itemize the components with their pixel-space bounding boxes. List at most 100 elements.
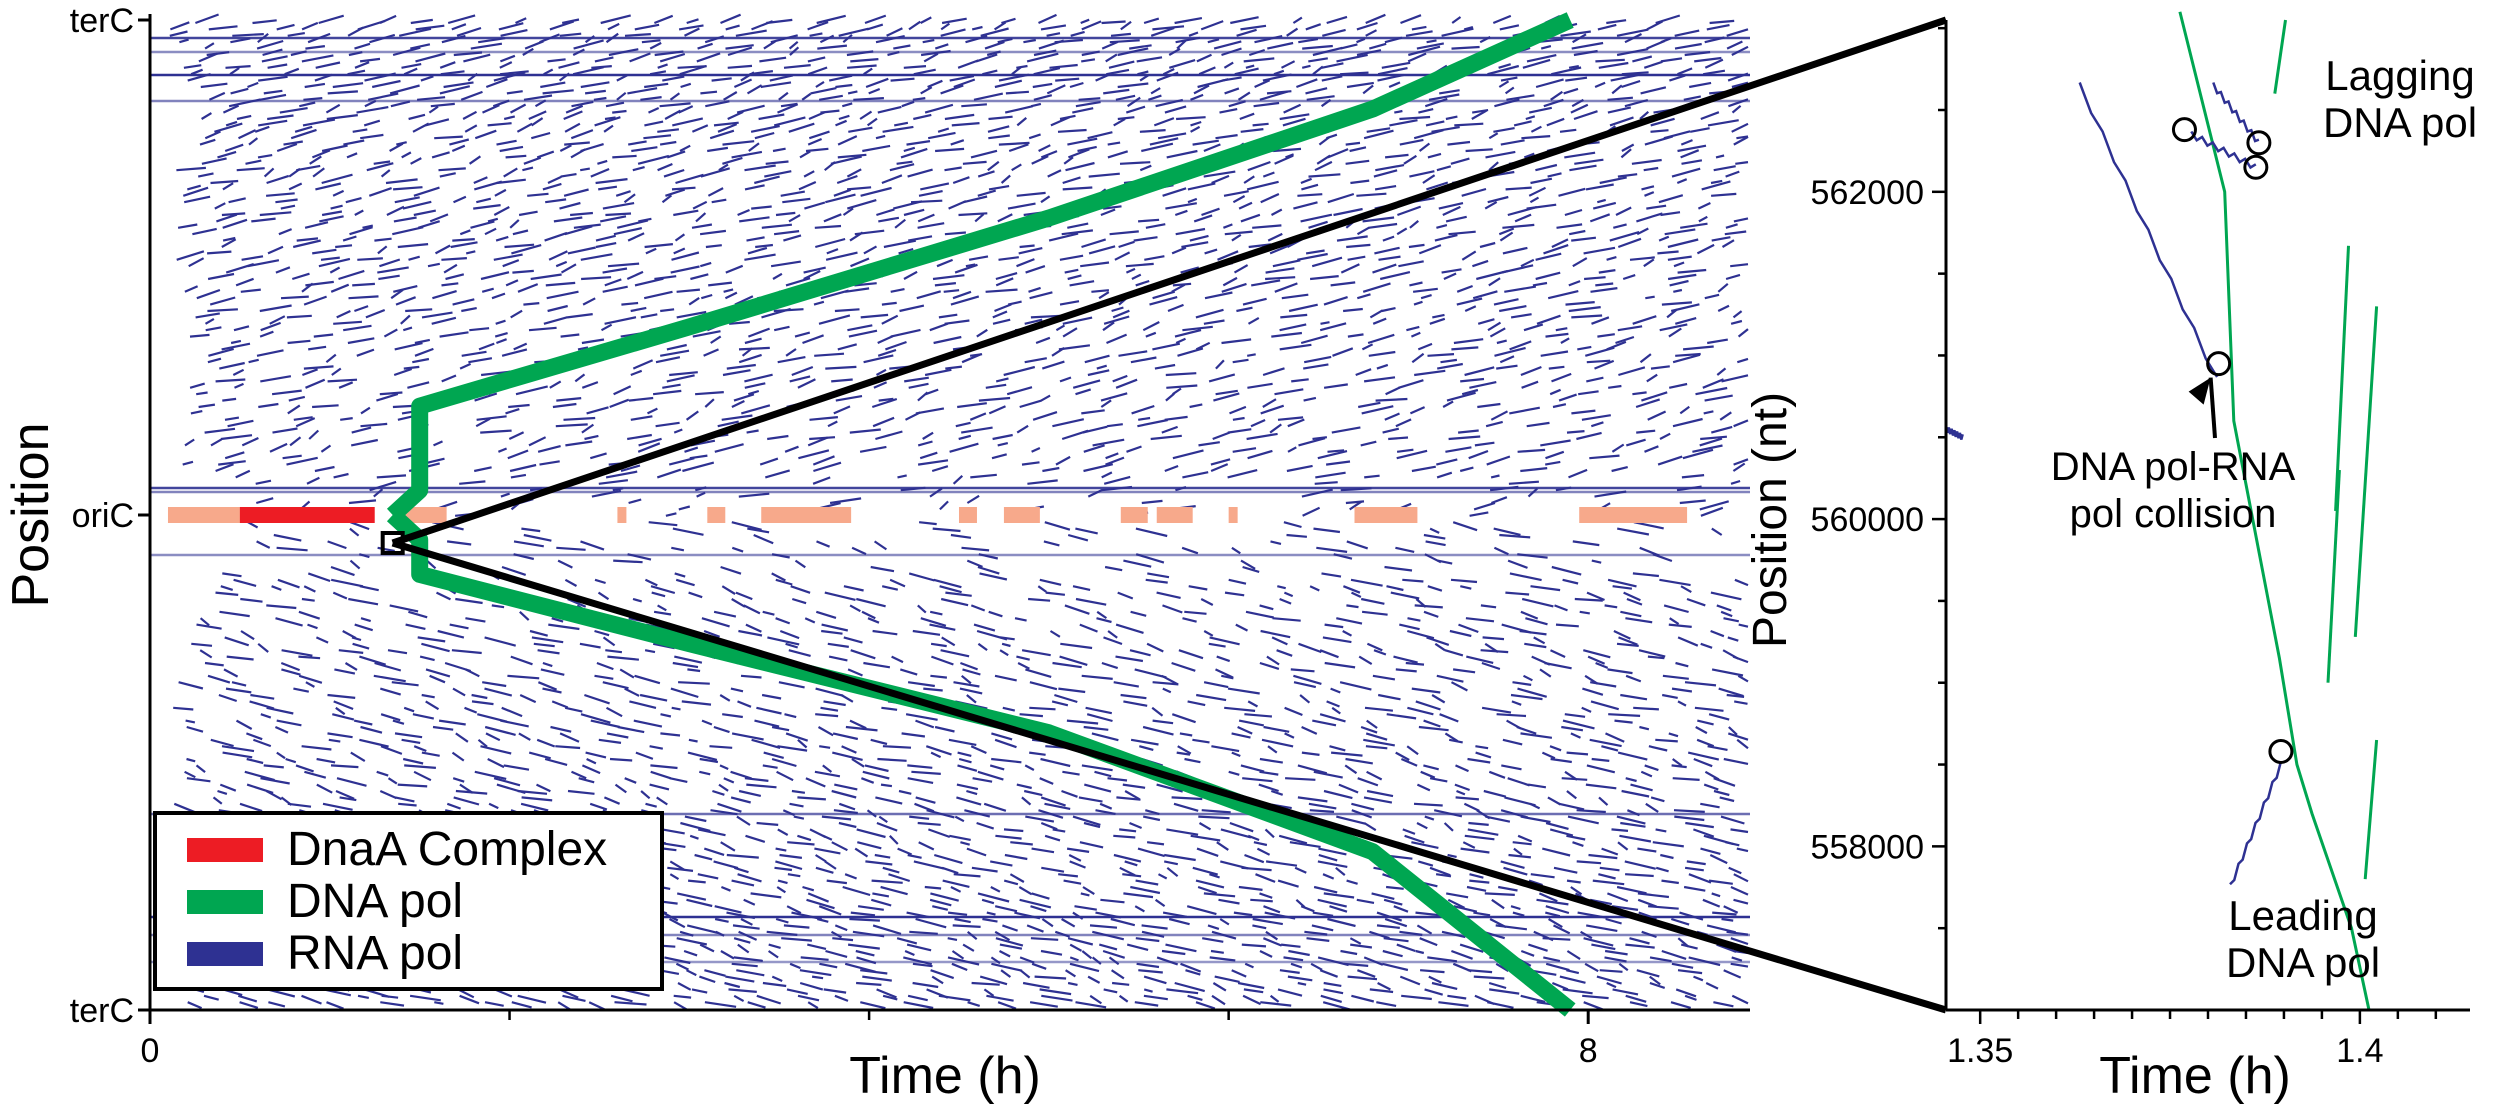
rna-pol-trace (389, 604, 419, 613)
rna-pol-trace (999, 649, 1009, 657)
rna-pol-trace (686, 924, 719, 934)
rna-pol-trace (348, 597, 379, 606)
rna-pol-trace (1490, 410, 1509, 421)
rna-pol-trace (703, 629, 720, 638)
rna-pol-trace (1592, 879, 1625, 886)
rna-pol-trace (919, 451, 938, 460)
rna-pol-trace (917, 213, 935, 223)
rna-pol-trace (215, 378, 246, 383)
rna-pol-trace (1138, 969, 1163, 974)
rna-pol-trace (1620, 610, 1642, 618)
rna-pol-trace (1061, 229, 1094, 236)
rna-pol-trace (2229, 761, 2283, 886)
rna-pol-trace (497, 447, 508, 453)
rna-pol-trace (933, 335, 962, 345)
rna-pol-trace (997, 1001, 1017, 1010)
rna-pol-trace (1681, 159, 1703, 165)
rna-pol-trace (258, 119, 288, 127)
rna-pol-trace (564, 141, 590, 146)
rna-pol-trace (1247, 449, 1273, 460)
rna-pol-trace (1042, 466, 1060, 473)
rna-pol-trace (431, 316, 457, 325)
rna-pol-trace (256, 349, 284, 357)
rna-pol-trace (1399, 975, 1421, 986)
rna-pol-trace (1349, 146, 1367, 153)
rna-pol-trace (1242, 297, 1267, 306)
rna-pol-trace (1362, 216, 1395, 223)
rna-pol-trace (326, 1001, 344, 1010)
rna-pol-trace (1101, 40, 1119, 50)
rna-pol-trace (1517, 448, 1546, 453)
rna-pol-trace (543, 316, 568, 325)
rna-pol-trace (697, 42, 713, 50)
rna-pol-trace (455, 597, 483, 605)
rna-pol-trace (1736, 738, 1749, 750)
rna-pol-trace (666, 150, 686, 159)
rna-pol-trace (1244, 713, 1272, 718)
rna-pol-trace (958, 434, 972, 441)
rna-pol-trace (260, 777, 290, 785)
rna-pol-trace (676, 892, 707, 901)
rna-pol-trace (542, 661, 553, 668)
rna-pol-trace (1251, 279, 1281, 287)
rna-pol-trace (186, 777, 211, 783)
rna-pol-trace (203, 994, 219, 1001)
rna-pol-trace (1217, 250, 1239, 261)
rna-pol-trace (1523, 323, 1544, 332)
rna-pol-trace (1528, 783, 1547, 789)
rna-pol-trace (684, 815, 707, 823)
rna-pol-trace (1355, 368, 1372, 377)
rna-pol-trace (509, 103, 527, 114)
rna-pol-trace (1413, 802, 1443, 807)
rna-pol-trace (850, 911, 876, 917)
rna-pol-trace (777, 356, 806, 364)
rna-pol-trace (1563, 87, 1579, 95)
rna-pol-trace (1124, 790, 1140, 801)
rna-pol-trace (822, 834, 833, 841)
dnaa-complex-segment (239, 507, 375, 523)
rna-pol-trace (1171, 283, 1186, 293)
rna-pol-trace (1087, 975, 1101, 984)
rna-pol-trace (1507, 206, 1537, 217)
rna-pol-trace (1327, 192, 1355, 204)
rna-pol-trace (507, 674, 540, 680)
rna-pol-trace (321, 210, 343, 217)
rna-pol-trace (1293, 681, 1317, 689)
rna-pol-trace (1086, 713, 1113, 723)
rna-pol-trace (280, 661, 300, 672)
rna-pol-trace (373, 160, 391, 165)
rna-pol-trace (1661, 949, 1687, 960)
rna-pol-trace (1545, 911, 1561, 918)
rna-pol-trace (948, 200, 967, 210)
rna-pol-trace (1107, 141, 1121, 146)
rna-pol-trace (1629, 256, 1655, 261)
rna-pol-trace (606, 732, 629, 739)
rna-pol-trace (1099, 802, 1113, 810)
rna-pol-trace (451, 144, 466, 153)
rna-pol-trace (612, 109, 627, 114)
rna-pol-trace (182, 186, 209, 197)
rna-pol-trace (269, 442, 288, 453)
rna-pol-trace (936, 258, 954, 268)
rna-pol-trace (825, 365, 857, 370)
rna-pol-trace (1711, 236, 1731, 242)
rna-pol-trace (736, 104, 765, 114)
rna-pol-trace (1242, 777, 1273, 783)
rna-pol-trace (950, 139, 965, 146)
rna-pol-trace (1087, 369, 1110, 377)
rna-pol-trace (335, 706, 346, 716)
rna-pol-trace (478, 342, 495, 351)
rna-pol-trace (945, 365, 963, 370)
rna-pol-trace (859, 445, 887, 453)
rna-pol-trace (930, 642, 947, 648)
rna-pol-trace (935, 147, 965, 153)
rna-pol-trace (604, 116, 616, 121)
rna-pol-trace (476, 415, 507, 421)
rna-pol-trace (632, 359, 654, 370)
rna-pol-trace (1444, 732, 1459, 743)
rna-pol-trace (1425, 120, 1445, 127)
rna-pol-trace (859, 110, 873, 120)
rna-pol-trace (1265, 276, 1296, 281)
rna-pol-trace (263, 89, 283, 95)
rna-pol-trace (1063, 879, 1082, 885)
